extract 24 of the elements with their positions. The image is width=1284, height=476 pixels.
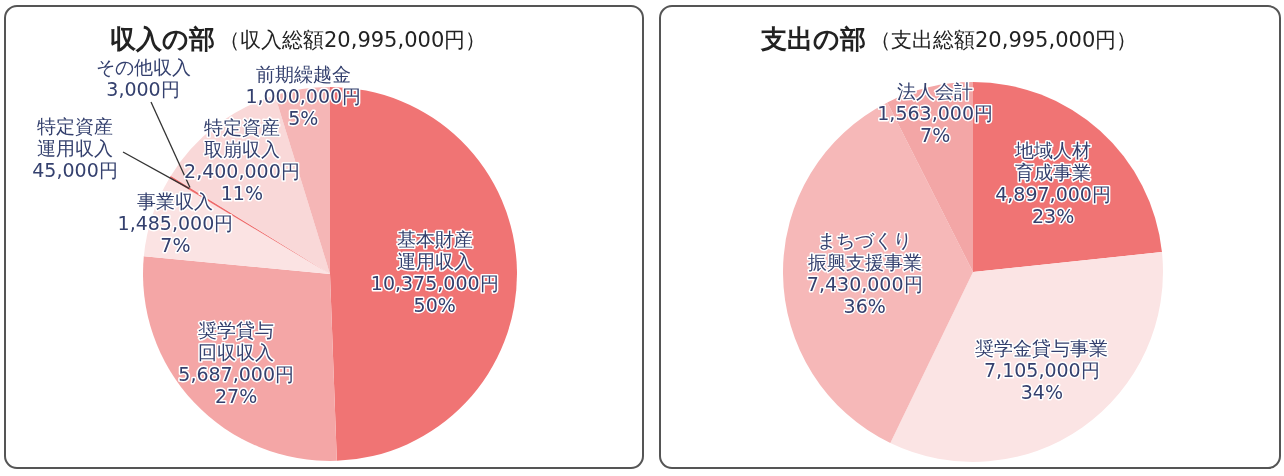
chart-subtitle: （支出総額20,995,000円） [870, 28, 1138, 52]
data-label: 7,430,000円 36% [806, 272, 923, 317]
chart-title: 支出の部 [760, 24, 866, 54]
slice-label: 事業収入 [137, 190, 214, 213]
slice-label: 奨学金貸与事業 [975, 336, 1109, 359]
data-label: 4,897,000円 23% [995, 183, 1111, 228]
slice-label: 前期繰越金 [255, 63, 351, 86]
data-label: 1,563,000円 7% [877, 102, 993, 147]
data-label: 1,485,000円 7% [117, 212, 234, 257]
data-label: 3,000円 [106, 78, 180, 100]
data-label: 45,000円 [32, 159, 118, 181]
slice-label: 基本財産運用収入 [396, 228, 473, 273]
slice-label: 特定資産運用収入 [37, 115, 113, 159]
slice-label: その他収入 [95, 56, 191, 78]
data-label: 5,687,000円 27% [178, 362, 295, 407]
slice-label: 特定資産取崩収入 [203, 116, 280, 161]
slice-label: 奨学貸与回収収入 [198, 318, 275, 363]
slice-label: 地域人材育成事業 [1014, 139, 1092, 184]
data-label: 10,375,000円 50% [370, 272, 499, 317]
chart-title: 収入の部 [110, 24, 215, 54]
chart-subtitle: （収入総額20,995,000円） [219, 28, 487, 52]
slice-label: 法人会計 [897, 80, 974, 103]
slice-label: まちづくり振興支援事業 [807, 228, 922, 273]
data-label: 7,105,000円 34% [984, 358, 1100, 403]
